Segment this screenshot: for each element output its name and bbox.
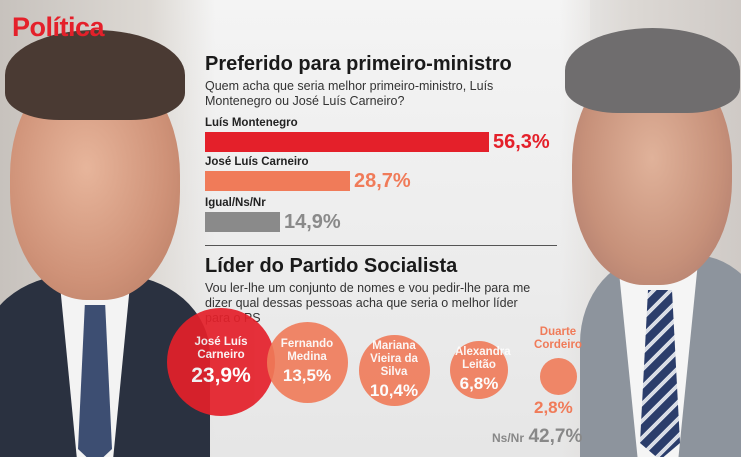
chart1-title: Preferido para primeiro-ministro: [205, 53, 512, 75]
portrait-right: [560, 0, 741, 457]
bubble-value: 10,4%: [369, 380, 419, 400]
bubble-label: José Luís Carneiro: [194, 336, 248, 361]
bar-value: 14,9%: [284, 211, 341, 233]
bar: [205, 132, 489, 152]
bar-value: 28,7%: [354, 170, 411, 192]
bubble: [539, 357, 577, 395]
bubble-label: Alexandra Leitão: [455, 346, 511, 371]
portrait-left-tie: [78, 305, 112, 457]
bar-label: José Luís Carneiro: [205, 156, 309, 168]
bubble-label: Mariana Vieira da Silva: [370, 339, 418, 378]
nsnr-other: Ns/Nr 42,7%: [492, 426, 582, 448]
chart2-subtitle: Vou ler-lhe um conjunto de nomes e vou p…: [205, 281, 531, 325]
bar: [205, 171, 350, 191]
bar-label: Luís Montenegro: [205, 117, 298, 129]
bar: [205, 212, 280, 232]
bubble: Mariana Vieira da Silva 10,4%: [358, 334, 430, 406]
nsnr-label: Ns/Nr: [492, 431, 525, 445]
bubble-value: 6,8%: [459, 374, 499, 393]
bubble-label: Duarte Cordeiro: [534, 325, 582, 351]
bar-label: Igual/Ns/Nr: [205, 197, 266, 209]
chart1-subtitle: Quem acha que seria melhor primeiro-mini…: [205, 79, 494, 108]
divider: [205, 245, 557, 246]
nsnr-value: 42,7%: [528, 426, 583, 447]
portrait-right-tie: [640, 290, 680, 457]
bubble-value: 2,8%: [534, 397, 573, 417]
bubble-label: Fernando Medina: [280, 338, 334, 363]
bubble-value: 13,5%: [282, 366, 332, 385]
bubble: Alexandra Leitão 6,8%: [450, 341, 511, 399]
bubble: Fernando Medina 13,5%: [266, 321, 348, 403]
portrait-right-hair: [565, 28, 740, 113]
portrait-left-hair: [5, 30, 185, 120]
section-tag: Política: [12, 12, 105, 42]
bar-value: 56,3%: [493, 131, 550, 153]
chart2-title: Líder do Partido Socialista: [205, 255, 458, 277]
portrait-left: [0, 0, 215, 457]
bubble-value: 23,9%: [191, 364, 251, 387]
bubble: José Luís Carneiro 23,9%: [167, 308, 275, 416]
